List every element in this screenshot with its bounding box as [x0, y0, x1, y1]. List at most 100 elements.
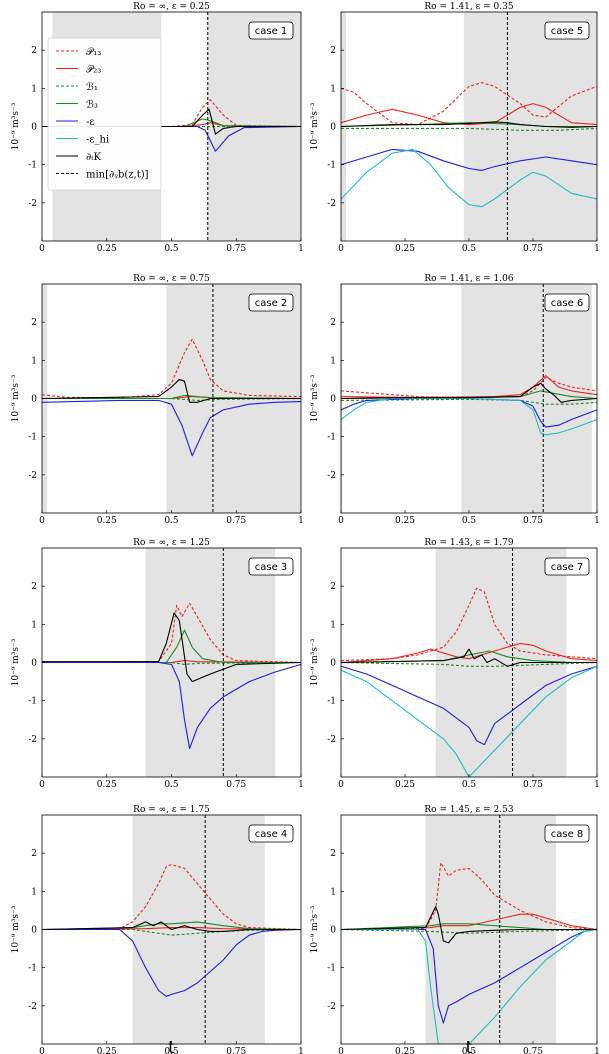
y-tick-label: 2 [31, 46, 37, 56]
series-line-B1 [341, 398, 597, 405]
case-label: case 8 [551, 829, 584, 840]
y-tick-label: 2 [31, 849, 37, 859]
series-line-eps [42, 928, 301, 997]
series-lines [341, 375, 597, 436]
series-lines [341, 587, 597, 777]
panel-7: 0 0.25 0.5 0.75 1 -2 -1 0 1 2 Ro = ∞, ε = 1.75 case… [11, 805, 304, 1054]
series-line-epshi [341, 928, 597, 1044]
x-tick-label: 0 [338, 516, 344, 526]
series-line-eps [42, 399, 301, 457]
x-tick-label: 0.75 [523, 780, 543, 790]
x-tick-label: 0 [39, 244, 45, 254]
series-line-epshi [341, 397, 597, 436]
x-tick-label: 0 [338, 780, 344, 790]
series-line-B3 [42, 394, 301, 400]
x-tick-label: 0.5 [462, 780, 477, 790]
legend-label-dK: ∂ₜK [86, 152, 102, 163]
x-tick-label: 0.5 [164, 244, 179, 254]
series-line-dK [341, 648, 597, 667]
case-label-box [248, 21, 294, 40]
y-axis-label: 10⁻⁹ m³s⁻³ [11, 102, 21, 150]
series-line-eps [341, 928, 597, 1024]
y-axis-label: 10⁻⁹ m³s⁻³ [310, 102, 320, 150]
y-axis-label: 10⁻⁹ m³s⁻³ [11, 905, 21, 953]
panel-title: Ro = 1.41, ε = 1.06 [424, 274, 513, 284]
y-axis-label: 10⁻⁹ m³s⁻³ [11, 374, 21, 422]
y-tick-label: -1 [28, 697, 37, 707]
x-tick-label: 0.25 [97, 516, 117, 526]
y-tick-label: -2 [28, 1002, 37, 1012]
x-tick-label: 0.5 [164, 1047, 179, 1054]
legend-label-P23: 𝒫₂₃ [86, 65, 101, 76]
panel-2: 0 0.25 0.5 0.75 1 -2 -1 0 1 2 Ro = 1.41, ε = 0.35 c… [310, 2, 600, 254]
series-line-B3 [42, 629, 301, 664]
series-line-P13 [42, 864, 301, 931]
y-tick-label: -1 [327, 964, 336, 974]
x-tick-label: 0.5 [164, 516, 179, 526]
y-axis-label: 10⁻⁹ m³s⁻³ [310, 905, 320, 953]
y-tick-label: -2 [327, 735, 336, 745]
panel-3: 0 0.25 0.5 0.75 1 -2 -1 0 1 2 Ro = ∞, ε = 0.75 case… [11, 274, 304, 526]
case-label-box [544, 21, 590, 40]
y-tick-label: 2 [330, 46, 336, 56]
case-label: case 3 [255, 562, 288, 573]
panel-5: 0 0.25 0.5 0.75 1 -2 -1 0 1 2 Ro = ∞, ε = 1.25 case… [11, 538, 304, 790]
series-line-epshi [341, 148, 597, 208]
series-line-B1 [42, 928, 301, 936]
x-tick-label: 1 [298, 780, 304, 790]
panel-title: Ro = ∞, ε = 0.75 [133, 274, 210, 284]
x-tick-label: 0.25 [395, 1047, 415, 1054]
y-tick-label: -1 [327, 433, 336, 443]
y-tick-label: 1 [31, 84, 37, 94]
y-axis-label: 10⁻⁹ m³s⁻³ [310, 638, 320, 686]
x-tick-label: 1 [594, 244, 600, 254]
x-tick-label: 0 [39, 780, 45, 790]
series-line-P13 [42, 338, 301, 399]
y-axis-label: 10⁻⁹ m³s⁻³ [310, 374, 320, 422]
series-lines [42, 864, 301, 997]
x-tick-label: 0.25 [97, 1047, 117, 1054]
series-line-P13 [341, 862, 597, 931]
y-tick-label: 2 [330, 318, 336, 328]
y-tick-label: -2 [327, 1002, 336, 1012]
y-tick-label: 0 [330, 123, 336, 133]
y-tick-label: 1 [31, 887, 37, 897]
y-tick-label: 0 [330, 659, 336, 669]
case-label-box [248, 557, 294, 576]
y-tick-label: -1 [327, 697, 336, 707]
x-axis-label: t [168, 1038, 175, 1054]
legend-label-epshi: -ε_hi [86, 135, 109, 146]
panel-4: 0 0.25 0.5 0.75 1 -2 -1 0 1 2 Ro = 1.41, ε = 1.06 c… [310, 274, 600, 526]
x-tick-label: 1 [594, 1047, 600, 1054]
x-tick-label: 0.25 [395, 516, 415, 526]
legend-label-minb: min[∂ᵧb(z,t)] [86, 170, 149, 181]
case-label-box [248, 824, 294, 843]
panel-6: 0 0.25 0.5 0.75 1 -2 -1 0 1 2 Ro = 1.43, ε = 1.79 c… [310, 538, 600, 790]
series-line-eps [341, 665, 597, 746]
y-tick-label: 1 [330, 887, 336, 897]
series-line-dK [341, 906, 597, 944]
x-tick-label: 0.75 [523, 1047, 543, 1054]
x-tick-label: 0 [338, 244, 344, 254]
panel-title: Ro = 1.43, ε = 1.79 [424, 538, 513, 548]
legend-label-eps: -ε [86, 117, 95, 128]
x-tick-label: 0.5 [164, 780, 179, 790]
x-tick-label: 0.75 [226, 1047, 246, 1054]
y-tick-label: -1 [327, 161, 336, 171]
y-tick-label: -2 [327, 199, 336, 209]
y-tick-label: -1 [28, 964, 37, 974]
series-line-P13 [42, 602, 301, 664]
series-line-dK [341, 382, 597, 403]
panel-title: Ro = ∞, ε = 1.75 [133, 805, 210, 815]
x-tick-label: 0.5 [462, 1047, 477, 1054]
series-line-epshi [341, 665, 597, 777]
panel-title: Ro = ∞, ε = 1.25 [133, 538, 210, 548]
case-label: case 5 [551, 26, 584, 37]
y-tick-label: 0 [330, 926, 336, 936]
legend-label-B3: ℬ₃ [86, 100, 98, 111]
x-tick-label: 0 [338, 1047, 344, 1054]
case-label: case 2 [255, 298, 288, 309]
x-tick-label: 0.5 [462, 516, 477, 526]
y-tick-label: 0 [31, 123, 37, 133]
panel-8: 0 0.25 0.5 0.75 1 -2 -1 0 1 2 Ro = 1.45, ε = 2.53 c… [310, 805, 600, 1054]
